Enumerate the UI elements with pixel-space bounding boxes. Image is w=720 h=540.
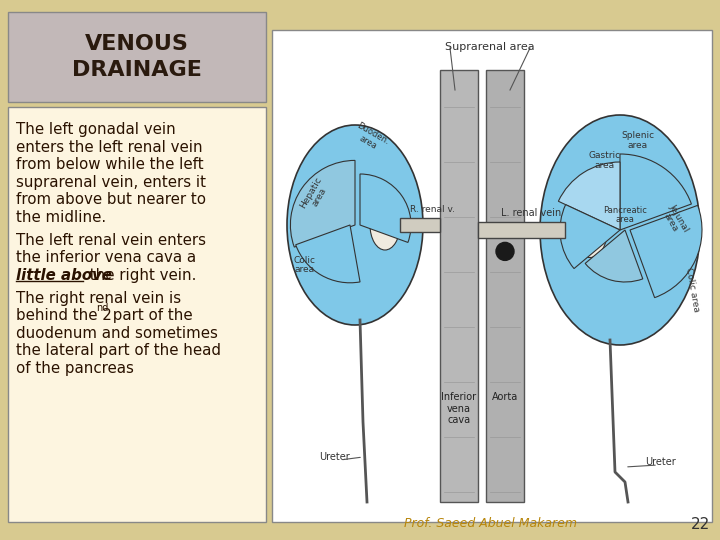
Wedge shape (360, 174, 411, 242)
Wedge shape (585, 230, 643, 282)
Text: suprarenal vein, enters it: suprarenal vein, enters it (16, 174, 206, 190)
FancyBboxPatch shape (272, 30, 712, 522)
Text: the midline.: the midline. (16, 210, 106, 225)
FancyBboxPatch shape (486, 70, 524, 502)
Text: Jejunal
area: Jejunal area (660, 202, 690, 238)
Wedge shape (630, 205, 702, 298)
Text: Aorta: Aorta (492, 392, 518, 402)
Text: Pancreatic
area: Pancreatic area (603, 206, 647, 224)
Ellipse shape (287, 125, 423, 325)
Text: of the pancreas: of the pancreas (16, 361, 134, 375)
Wedge shape (290, 160, 355, 247)
Text: 22: 22 (690, 517, 710, 532)
Ellipse shape (370, 200, 400, 250)
Text: The right renal vein is: The right renal vein is (16, 291, 181, 306)
Text: duodenum and sometimes: duodenum and sometimes (16, 326, 218, 341)
Text: part of the: part of the (108, 308, 193, 323)
Text: Duoden.
area: Duoden. area (350, 121, 390, 155)
Wedge shape (620, 154, 691, 230)
Text: from below while the left: from below while the left (16, 157, 204, 172)
Wedge shape (296, 225, 360, 283)
FancyBboxPatch shape (8, 12, 266, 102)
Text: enters the left renal vein: enters the left renal vein (16, 139, 202, 154)
Text: from above but nearer to: from above but nearer to (16, 192, 206, 207)
Wedge shape (560, 205, 620, 268)
Text: the lateral part of the head: the lateral part of the head (16, 343, 221, 358)
Text: little above: little above (16, 268, 112, 283)
Wedge shape (559, 162, 620, 230)
Text: L. renal vein: L. renal vein (501, 208, 562, 218)
Ellipse shape (540, 115, 700, 345)
Text: the right vein.: the right vein. (85, 268, 197, 283)
Text: nd: nd (96, 303, 109, 313)
Text: VENOUS
DRAINAGE: VENOUS DRAINAGE (72, 34, 202, 80)
Text: Colic
area: Colic area (294, 255, 316, 274)
Text: Inferior
vena
cava: Inferior vena cava (441, 392, 477, 425)
Text: The left renal vein enters: The left renal vein enters (16, 233, 206, 248)
Circle shape (496, 242, 514, 260)
Text: Suprarenal area: Suprarenal area (445, 42, 535, 52)
Text: Splenic
area: Splenic area (621, 131, 654, 150)
Ellipse shape (572, 202, 608, 258)
Text: Colic area: Colic area (684, 267, 701, 313)
Polygon shape (400, 218, 440, 232)
FancyBboxPatch shape (440, 70, 478, 502)
Text: behind the 2: behind the 2 (16, 308, 112, 323)
Text: Prof. Saeed Abuel Makarem: Prof. Saeed Abuel Makarem (403, 517, 577, 530)
Text: Gastric
area: Gastric area (589, 151, 621, 170)
Text: Ureter: Ureter (644, 457, 675, 467)
Text: the inferior vena cava a: the inferior vena cava a (16, 251, 196, 266)
Text: R. renal v.: R. renal v. (410, 205, 455, 214)
Text: Hepatic
area: Hepatic area (298, 175, 332, 215)
Polygon shape (478, 222, 565, 238)
Text: Ureter: Ureter (320, 452, 351, 462)
FancyBboxPatch shape (8, 107, 266, 522)
Text: The left gonadal vein: The left gonadal vein (16, 122, 176, 137)
